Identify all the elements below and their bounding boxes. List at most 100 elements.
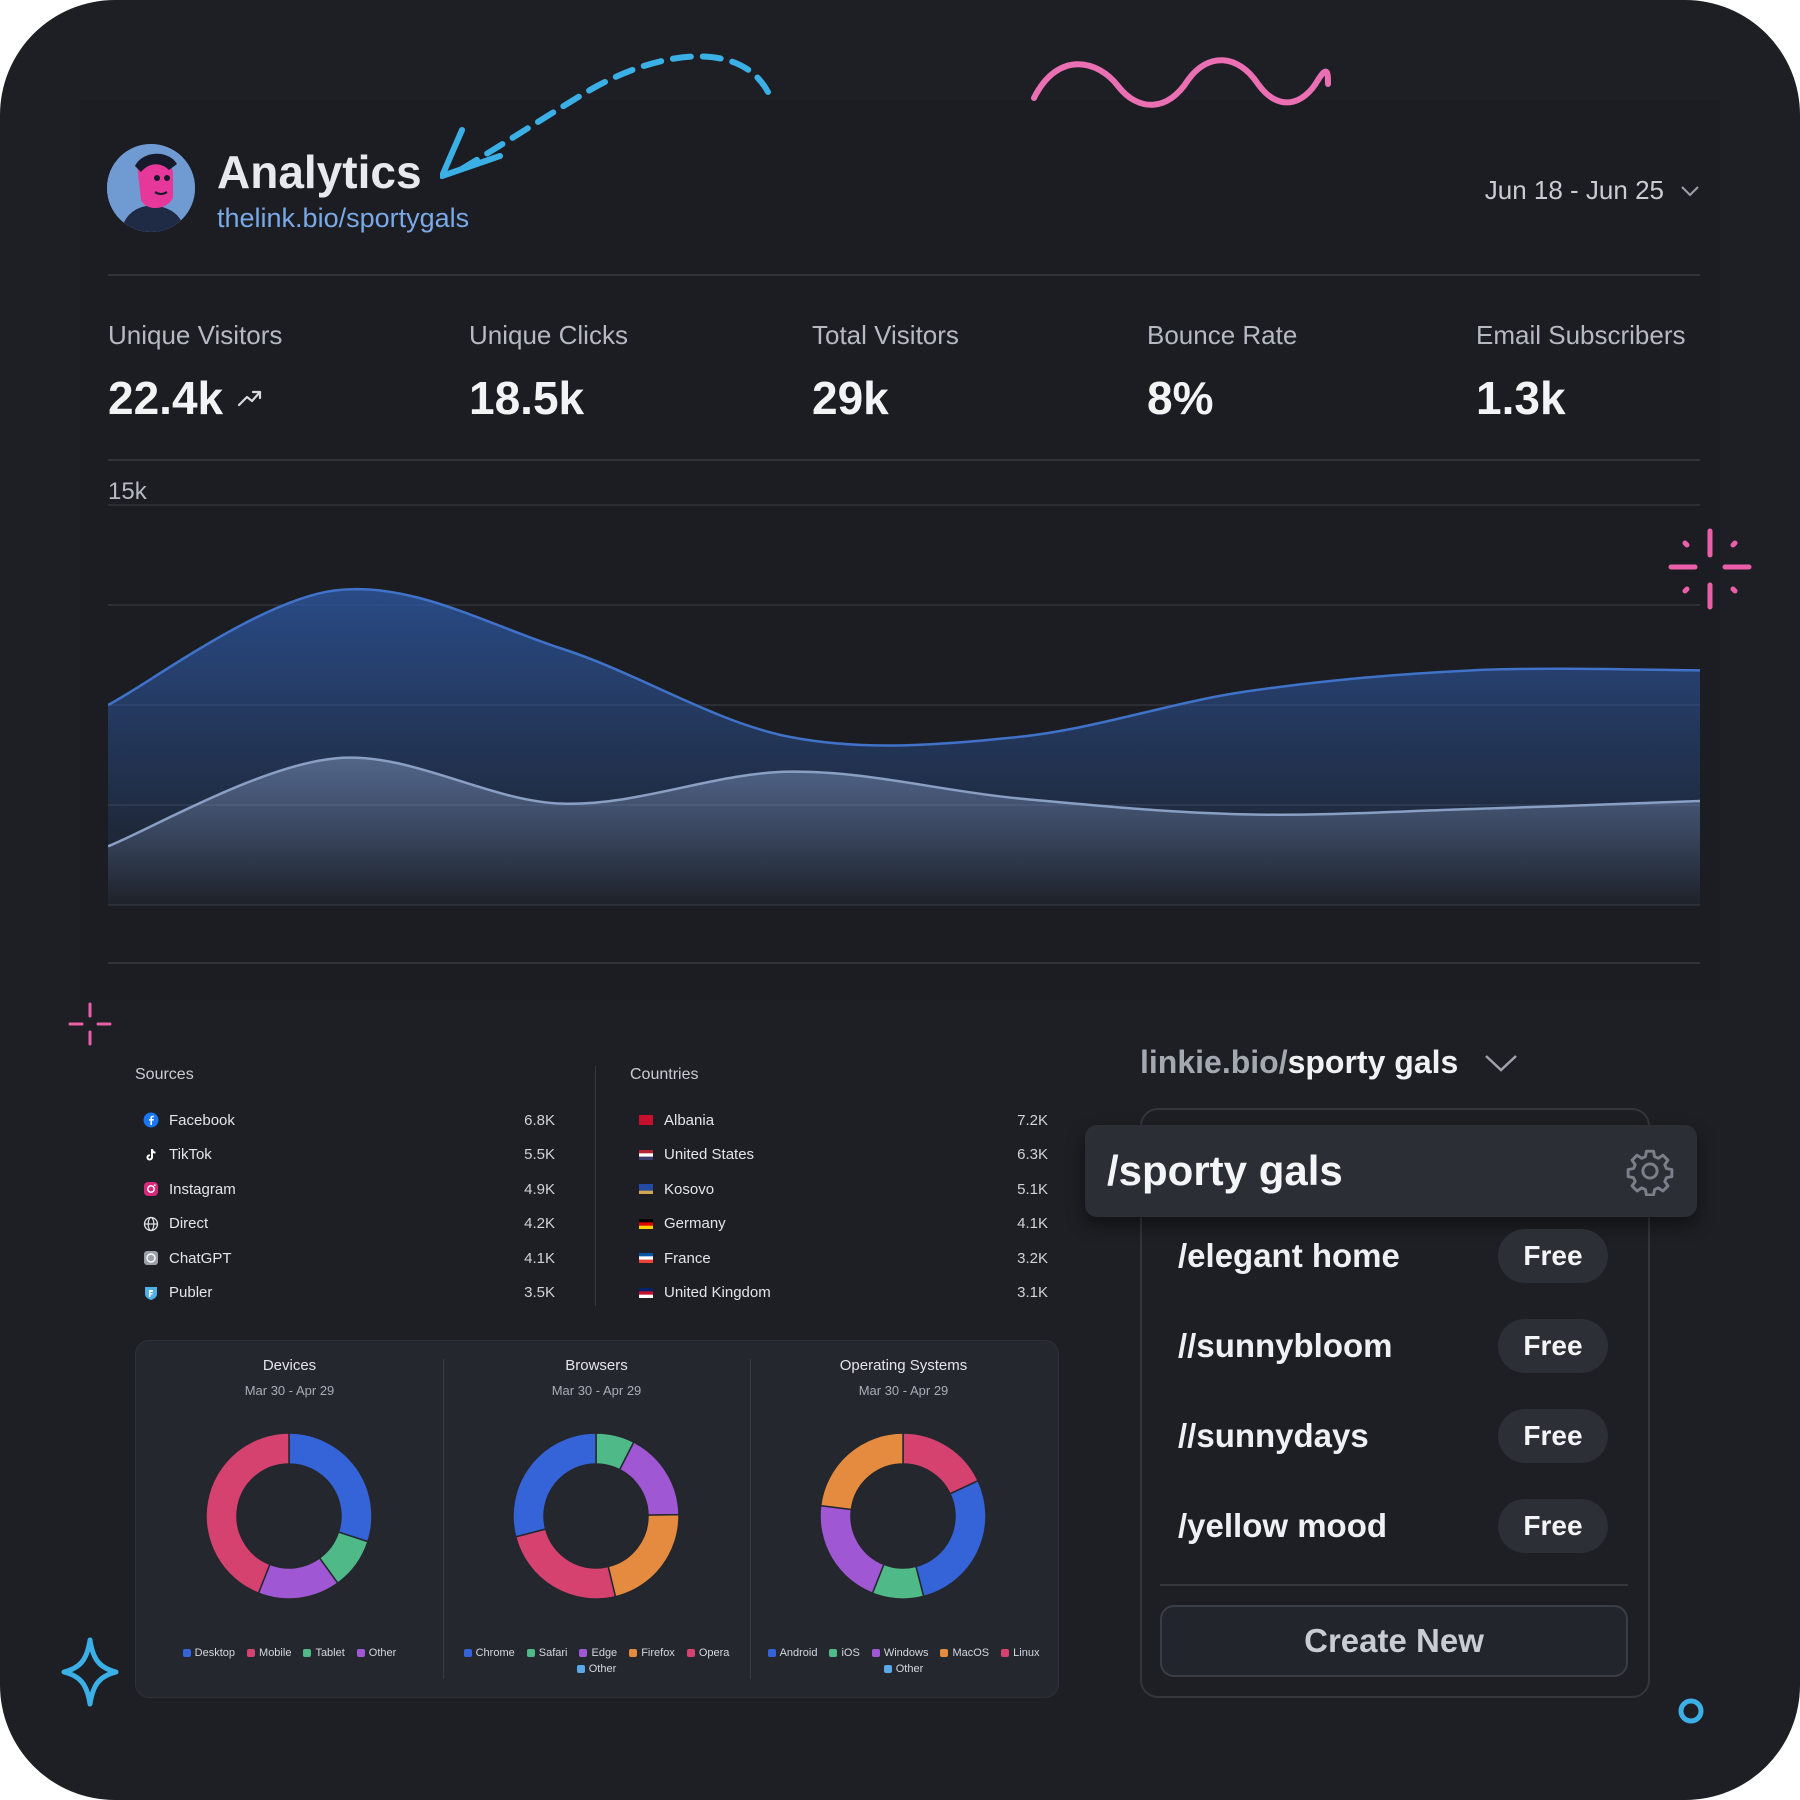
donut-chart-operating-systems: Operating Systems Mar 30 - Apr 29 Android i…	[750, 1341, 1057, 1697]
legend-item: Edge	[579, 1647, 617, 1659]
flag-icon	[638, 1112, 654, 1128]
link-switcher-toggle[interactable]: linkie.bio/sporty gals	[1140, 1044, 1518, 1081]
stat-email-subscribers: Email Subscribers 1.3k	[1476, 320, 1686, 425]
country-value: 3.1K	[1017, 1284, 1048, 1302]
legend-label: Firefox	[641, 1647, 675, 1659]
source-value: 5.5K	[524, 1146, 555, 1164]
legend-item: Mobile	[247, 1647, 291, 1659]
legend-item: Windows	[871, 1647, 929, 1659]
countries-title: Countries	[630, 1066, 699, 1083]
country-label: Germany	[664, 1215, 726, 1233]
facebook-icon	[143, 1112, 159, 1128]
gear-icon[interactable]	[1625, 1146, 1675, 1196]
stat-value: 22.4k	[108, 372, 224, 424]
donut-slice-edge	[618, 1441, 680, 1516]
flag-icon	[638, 1285, 654, 1301]
source-label: Instagram	[169, 1180, 236, 1198]
source-row: Instagram 4.9K	[143, 1172, 555, 1207]
country-label: Kosovo	[664, 1180, 715, 1198]
country-label: France	[664, 1249, 711, 1267]
star-doodle	[61, 1637, 119, 1707]
source-label: Publer	[169, 1284, 213, 1302]
plan-badge: Free	[1498, 1229, 1608, 1283]
plan-badge: Free	[1498, 1409, 1608, 1463]
donut-chart-devices: Devices Mar 30 - Apr 29 Desktop Mobile Table…	[136, 1341, 443, 1697]
donut-legend: Chrome Safari Edge Firefox Opera Other	[453, 1647, 740, 1675]
flag-icon	[638, 1250, 654, 1266]
link-item-label: /elegant home	[1178, 1237, 1400, 1274]
legend-label: iOS	[841, 1647, 860, 1659]
legend-item: Android	[767, 1647, 818, 1659]
legend-item: Opera	[686, 1647, 729, 1659]
link-item-label: /yellow mood	[1178, 1507, 1388, 1544]
legend-swatch	[629, 1649, 638, 1657]
legend-label: Android	[779, 1647, 818, 1659]
donut-ring	[819, 1432, 987, 1600]
flag-icon	[638, 1181, 654, 1197]
link-item-label: //sunnybloom	[1178, 1327, 1393, 1364]
donut-slice-android	[915, 1479, 987, 1598]
legend-label: MacOS	[952, 1647, 990, 1659]
legend-swatch	[463, 1649, 472, 1657]
publer-icon	[143, 1285, 159, 1301]
stat-value: 8%	[1147, 372, 1214, 424]
link-item-label: //sunnydays	[1178, 1417, 1369, 1454]
create-new-button[interactable]: Create New	[1160, 1605, 1628, 1677]
country-row: Kosovo 5.1K	[638, 1172, 1048, 1207]
donut-legend: Desktop Mobile Tablet Other	[146, 1647, 433, 1659]
stat-unique-clicks: Unique Clicks 18.5k	[469, 320, 628, 425]
country-row: United States 6.3K	[638, 1138, 1048, 1173]
legend-item: Other	[576, 1663, 616, 1675]
link-item[interactable]: //sunnybloom Free	[1178, 1318, 1608, 1374]
source-row: ChatGPT 4.1K	[143, 1241, 555, 1276]
donut-slice-firefox	[607, 1513, 680, 1598]
country-row: United Kingdom 3.1K	[638, 1276, 1048, 1311]
legend-label: Edge	[591, 1647, 618, 1659]
source-row: Facebook 6.8K	[143, 1103, 555, 1138]
chevron-down-icon	[1485, 1054, 1518, 1072]
profile-link[interactable]: thelink.bio/sportygals	[217, 203, 470, 233]
donut-title: Operating Systems	[839, 1357, 968, 1374]
date-range-picker[interactable]: Jun 18 - Jun 25	[1460, 175, 1700, 206]
avatar[interactable]	[107, 144, 195, 232]
country-value: 4.1K	[1017, 1215, 1048, 1233]
legend-item: Linux	[1001, 1647, 1039, 1659]
legend-item: Other	[883, 1663, 923, 1675]
donut-title: Devices	[262, 1357, 317, 1374]
stat-label: Total Visitors	[812, 320, 959, 350]
stat-unique-visitors: Unique Visitors 22.4k	[108, 320, 282, 425]
link-item[interactable]: /elegant home Free	[1178, 1228, 1608, 1284]
donut-period: Mar 30 - Apr 29	[244, 1383, 335, 1398]
country-value: 7.2K	[1017, 1111, 1048, 1129]
legend-label: Chrome	[475, 1647, 515, 1659]
legend-label: Windows	[883, 1647, 929, 1659]
country-label: Albania	[664, 1111, 715, 1129]
legend-label: Safari	[538, 1647, 568, 1659]
stat-label: Bounce Rate	[1147, 320, 1298, 350]
column-divider	[750, 1359, 751, 1679]
series-line	[108, 587, 1700, 747]
legend-swatch	[526, 1649, 535, 1657]
link-item[interactable]: //sunnydays Free	[1178, 1408, 1608, 1464]
sources-title: Sources	[135, 1066, 194, 1083]
legend-swatch	[356, 1649, 365, 1657]
donut-slice-macos	[819, 1432, 904, 1511]
wave-doodle	[1031, 57, 1331, 108]
active-link-item[interactable]: /sporty gals	[1085, 1125, 1697, 1217]
legend-item: Safari	[526, 1647, 568, 1659]
legend-swatch	[247, 1649, 256, 1657]
date-range-label: Jun 18 - Jun 25	[1484, 175, 1664, 205]
country-row: France 3.2K	[638, 1241, 1048, 1276]
page-title: Analytics	[217, 146, 422, 198]
link-item[interactable]: /yellow mood Free	[1178, 1498, 1608, 1554]
stat-bounce-rate: Bounce Rate 8%	[1147, 320, 1297, 425]
link-current: sporty gals	[1287, 1044, 1459, 1080]
donut-slice-windows	[819, 1504, 885, 1595]
legend-swatch	[182, 1649, 191, 1657]
donut-legend: Android iOS Windows MacOS Linux Other	[760, 1647, 1047, 1675]
dashed-arrow-doodle	[440, 53, 771, 179]
source-row: Direct 4.2K	[143, 1207, 555, 1242]
flag-icon	[638, 1147, 654, 1163]
legend-label: Tablet	[315, 1647, 345, 1659]
